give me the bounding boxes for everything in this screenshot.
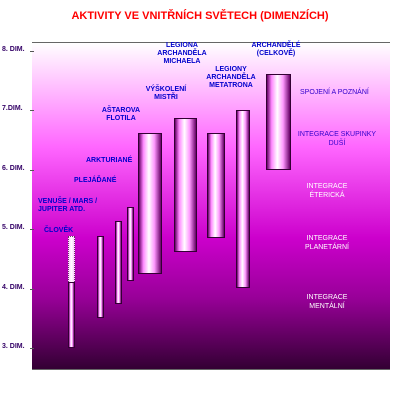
right-label-planetarni: INTEGRACE PLANETÁRNÍ [305, 235, 349, 251]
vyskoleni-mistri-column [174, 118, 197, 252]
tick-mark-6 [30, 170, 34, 171]
tick-mark-7 [30, 110, 34, 111]
tick-label-8: 8. DIM. [2, 46, 25, 53]
clovek-column [68, 282, 75, 348]
metatron-legion-column [236, 110, 250, 288]
right-label-etericka: INTEGRACE ÉTERICKÁ [306, 183, 348, 199]
plejadane-column [115, 221, 122, 304]
astarova-flotila-column [138, 133, 162, 274]
label-astarova-flotila: AŠTAROVA FLOTILA [101, 107, 141, 122]
diagram-title: AKTIVITY VE VNITŘNÍCH SVĚTECH (DIMENZÍCH… [71, 10, 329, 22]
label-michael-legion: LEGIONA ARCHANDĚLA MICHAELA [157, 42, 207, 65]
tick-label-5: 5. DIM. [2, 224, 25, 231]
label-clovek: ČLOVĚK [44, 227, 74, 234]
michael-legion-column [207, 133, 225, 238]
tick-mark-8 [30, 51, 34, 52]
archandele-column [266, 74, 291, 170]
tick-label-3: 3. DIM. [2, 343, 25, 350]
tick-label-7: 7.DIM. [2, 105, 23, 112]
label-venuse-mars-jupiter: VENUŠE / MARS / JUPITER ATD. [38, 198, 98, 213]
label-metatron-legion: LEGIONY ARCHANDĚLA METATRONA [206, 66, 256, 89]
tick-mark-5 [30, 229, 34, 230]
label-vyskoleni-mistri: VÝŠKOLENÍ MISTŘI [145, 86, 187, 101]
tick-label-4: 4. DIM. [2, 284, 25, 291]
right-label-mentalni: INTEGRACE MENTÁLNÍ [306, 294, 348, 310]
right-label-skupinky: INTEGRACE SKUPINKY DUŠÍ [297, 131, 377, 147]
label-arkturiane: ARKTURIANÉ [86, 157, 133, 164]
clovek-potential-column [68, 236, 75, 282]
tick-mark-3 [30, 348, 34, 349]
tick-label-6: 6. DIM. [2, 165, 25, 172]
venuse-mars-jupiter-column [97, 236, 104, 318]
tick-mark-4 [30, 289, 34, 290]
arkturiane-column [127, 207, 134, 281]
right-label-spojeni: SPOJENÍ A POZNÁNÍ [300, 89, 369, 96]
label-plejadane: PLEJÁĎANÉ [74, 177, 117, 184]
label-archandele: ARCHANDĚLÉ (CELKOVĚ) [251, 42, 301, 57]
